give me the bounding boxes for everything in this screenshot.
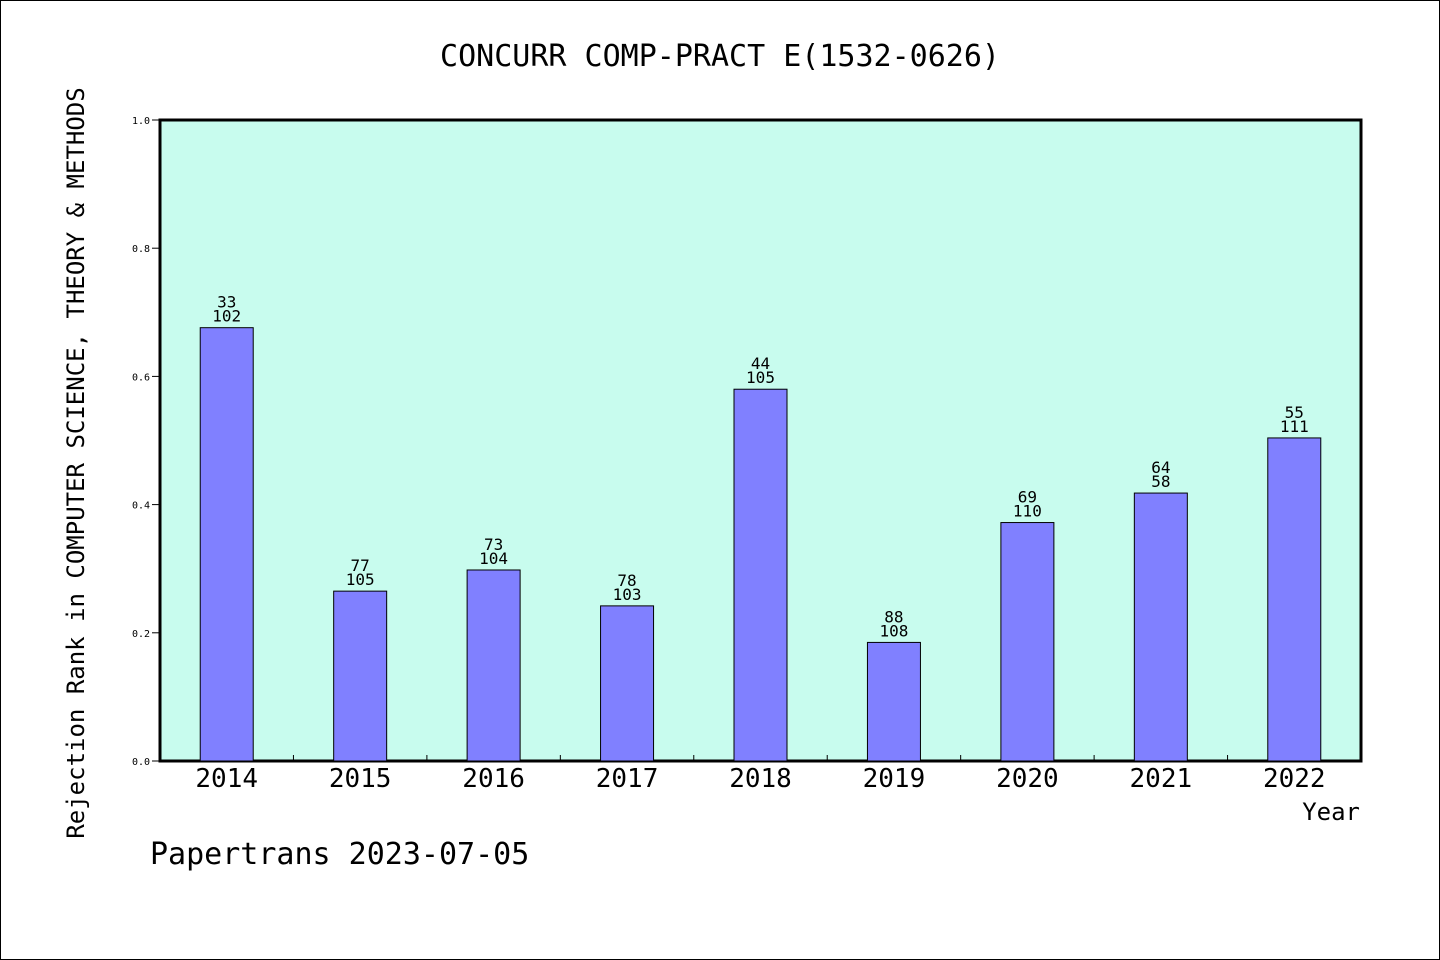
bar-label-top: 88 xyxy=(884,607,903,626)
bar-label-top: 77 xyxy=(351,556,370,575)
y-tick-label: 0.2 xyxy=(132,629,150,640)
y-tick-label: 1.0 xyxy=(132,116,150,127)
footer-credit: Papertrans 2023-07-05 xyxy=(150,837,529,872)
x-axis: 2014 2015 2016 2017 2018 2019 2020 2021 2022 xyxy=(195,755,1326,794)
x-tick-label: 2020 xyxy=(996,764,1059,794)
x-tick-label: 2019 xyxy=(863,764,926,794)
bar-2019 xyxy=(866,641,921,762)
bar-2016 xyxy=(466,569,521,762)
bar-label-bottom: 110 xyxy=(1013,502,1042,521)
bar-2015 xyxy=(333,590,388,762)
bar-2018 xyxy=(733,388,788,762)
x-tick-label: 2015 xyxy=(329,764,392,794)
bar-2017 xyxy=(600,605,655,762)
x-axis-label: Year xyxy=(1302,798,1360,826)
bar-label-top: 73 xyxy=(484,535,503,554)
bar-label-bottom: 58 xyxy=(1151,472,1170,491)
bar-label-top: 78 xyxy=(617,571,636,590)
y-axis-label: Rejection Rank in COMPUTER SCIENCE, THEO… xyxy=(62,87,90,838)
x-tick-label: 2016 xyxy=(462,764,525,794)
x-tick-label: 2014 xyxy=(195,764,258,794)
bar-2014 xyxy=(199,327,254,762)
bar-2020 xyxy=(1000,522,1055,762)
bar-label-bottom: 105 xyxy=(346,570,375,589)
x-tick-label: 2021 xyxy=(1130,764,1193,794)
bar-label-bottom: 103 xyxy=(613,585,642,604)
bar-label-bottom: 102 xyxy=(212,307,241,326)
chart-title: CONCURR COMP-PRACT E(1532-0626) xyxy=(440,39,1000,74)
bars: 3310277105731047810344105881086911064585… xyxy=(199,293,1322,762)
bar-label-top: 55 xyxy=(1285,403,1304,422)
y-tick-label: 0.4 xyxy=(132,501,150,512)
x-tick-label: 2017 xyxy=(596,764,659,794)
y-tick-label: 0.6 xyxy=(132,372,150,383)
bar-label-bottom: 105 xyxy=(746,368,775,387)
y-axis: 0.0 0.2 0.4 0.6 0.8 1.0 xyxy=(132,116,160,768)
y-tick-label: 0.0 xyxy=(132,757,150,768)
bar-label-top: 44 xyxy=(751,354,770,373)
bar-label-bottom: 111 xyxy=(1280,417,1309,436)
x-tick-label: 2018 xyxy=(729,764,792,794)
bar-2021 xyxy=(1133,492,1188,762)
bar-label-bottom: 104 xyxy=(479,549,508,568)
y-tick-label: 0.8 xyxy=(132,244,150,255)
bar-label-top: 33 xyxy=(217,293,236,312)
bar-label-top: 69 xyxy=(1018,488,1037,507)
bar-label-top: 64 xyxy=(1151,458,1170,477)
x-tick-label: 2022 xyxy=(1263,764,1326,794)
bar-2022 xyxy=(1267,437,1322,762)
bar-label-bottom: 108 xyxy=(879,621,908,640)
